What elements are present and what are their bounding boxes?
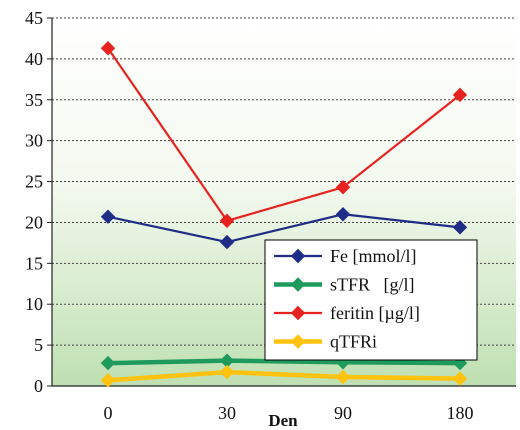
x-tick-label: 0 xyxy=(104,403,113,423)
series-line-2 xyxy=(107,358,461,366)
legend-label-4: qTFRi xyxy=(330,332,377,352)
data-point xyxy=(452,220,468,235)
data-point xyxy=(100,373,116,388)
x-axis-label: Den xyxy=(268,411,298,430)
legend-label-1: Fe [mmol/l] xyxy=(330,246,417,266)
legend-marker-4 xyxy=(290,334,306,349)
data-point xyxy=(335,180,351,195)
y-tick-label: 10 xyxy=(25,294,43,314)
y-tick-label: 20 xyxy=(25,212,43,232)
x-tick-label: 30 xyxy=(218,403,236,423)
y-tick-label: 15 xyxy=(25,253,43,273)
data-point xyxy=(335,369,351,385)
legend-marker-1 xyxy=(290,248,306,264)
legend-marker-2 xyxy=(290,277,306,292)
y-tick-label: 45 xyxy=(25,8,43,28)
y-tick-label: 5 xyxy=(34,335,43,355)
data-point xyxy=(100,355,116,371)
data-point xyxy=(100,209,116,224)
legend-label-2: sTFR [g/l] xyxy=(330,275,415,295)
y-tick-label: 30 xyxy=(25,131,43,151)
data-point xyxy=(452,87,468,103)
data-point xyxy=(452,371,468,386)
data-point xyxy=(219,364,235,380)
data-point xyxy=(335,207,351,222)
data-point xyxy=(219,234,235,250)
series-line-3 xyxy=(107,47,461,222)
series-line-1 xyxy=(107,213,461,244)
legend-marker-3 xyxy=(290,305,306,321)
y-tick-label: 35 xyxy=(25,90,43,110)
series-line-4 xyxy=(107,369,461,383)
y-tick-label: 0 xyxy=(34,376,43,396)
data-point xyxy=(100,41,116,56)
x-tick-label: 90 xyxy=(334,403,352,423)
data-point xyxy=(219,213,235,229)
y-tick-label: 40 xyxy=(25,49,43,69)
legend-label-3: feritin [µg/l] xyxy=(330,303,420,323)
y-tick-label: 25 xyxy=(25,172,43,192)
x-tick-label: 180 xyxy=(447,403,474,423)
